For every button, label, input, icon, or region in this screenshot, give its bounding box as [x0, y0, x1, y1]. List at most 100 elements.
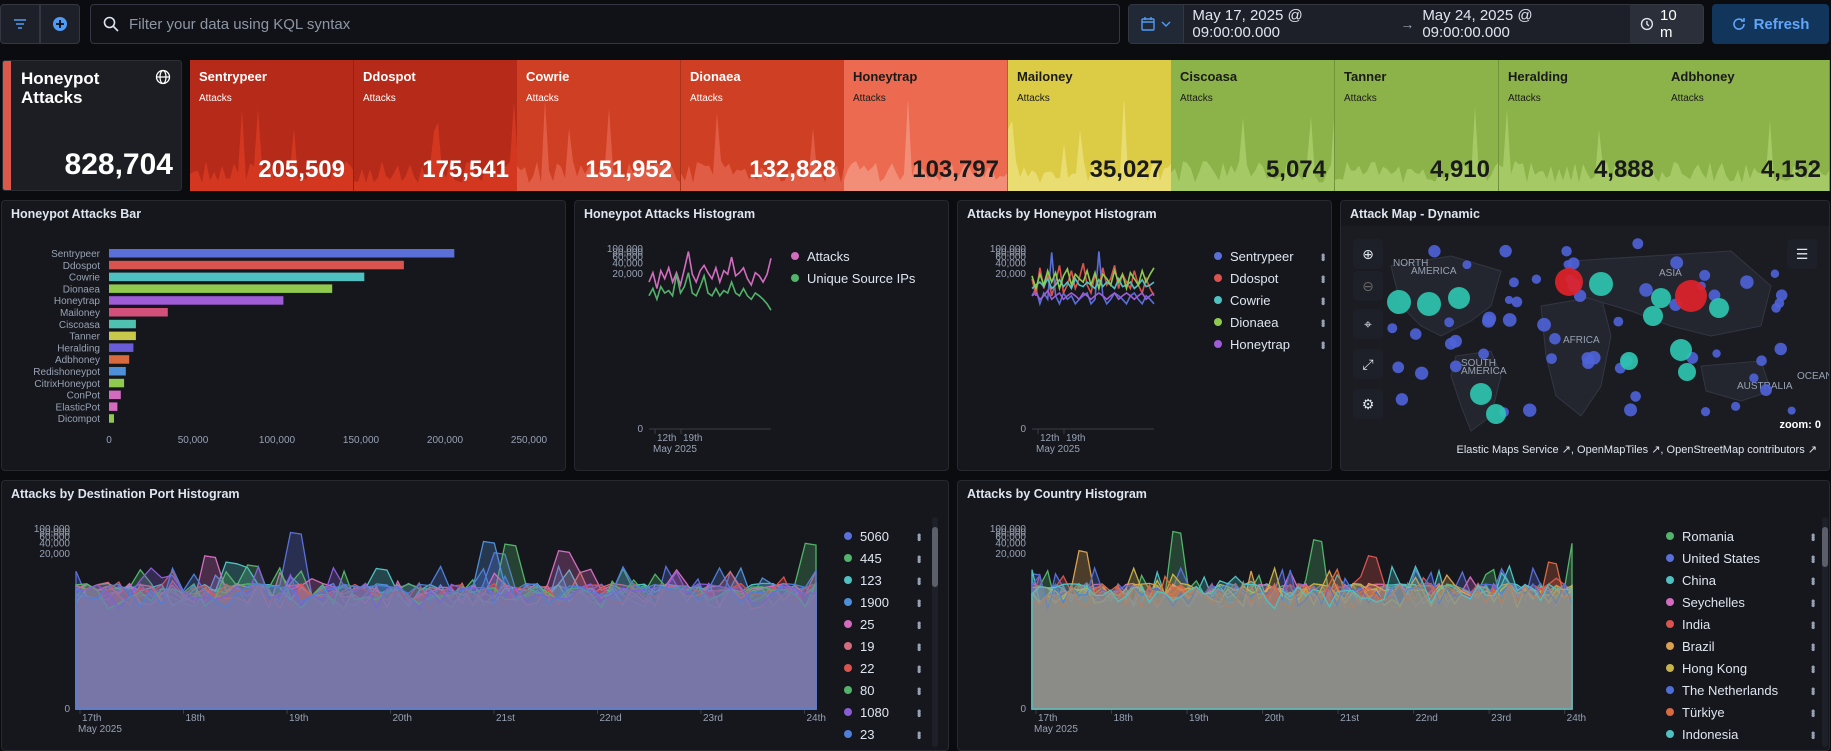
legend-actions-icon[interactable]: ••• — [1806, 532, 1820, 540]
legend-actions-icon[interactable]: ••• — [1806, 620, 1820, 628]
legend-item-1080[interactable]: 1080 ••• — [844, 701, 926, 723]
scrollbar-thumb[interactable] — [1822, 527, 1828, 567]
legend-item-19[interactable]: 19 ••• — [844, 635, 926, 657]
legend-item-romania[interactable]: Romania ••• — [1666, 525, 1820, 547]
metric-tile-mailoney[interactable]: Mailoney Attacks 35,027 — [1008, 60, 1172, 191]
legend-actions-icon[interactable]: ••• — [1316, 318, 1330, 326]
legend-item-sentrypeer[interactable]: Sentrypeer ••• — [1214, 245, 1330, 267]
y-tick-label: 20,000 — [995, 549, 1026, 560]
zoom-out-button[interactable]: ⊖ — [1353, 271, 1383, 301]
legend-actions-icon[interactable]: ••• — [1316, 252, 1330, 260]
metric-tile-sentrypeer[interactable]: Sentrypeer Attacks 205,509 — [190, 60, 354, 191]
legend-actions-icon[interactable]: ••• — [1806, 576, 1820, 584]
draw-tools-button[interactable]: ⚙ — [1353, 389, 1383, 419]
attack-point — [1549, 332, 1561, 345]
add-filter-button[interactable] — [40, 4, 80, 44]
filter-menu-button[interactable] — [0, 4, 40, 44]
legend-actions-icon[interactable]: ••• — [1806, 598, 1820, 606]
legend-item-united-states[interactable]: United States ••• — [1666, 547, 1820, 569]
legend-actions-icon[interactable]: ••• — [912, 598, 926, 606]
legend-swatch — [844, 598, 852, 606]
legend-item-445[interactable]: 445 ••• — [844, 547, 926, 569]
bar-label: Ciscoasa — [59, 320, 101, 331]
legend-item-1900[interactable]: 1900 ••• — [844, 591, 926, 613]
legend-swatch — [1666, 686, 1674, 694]
legend-actions-icon[interactable]: ••• — [912, 576, 926, 584]
legend-item-türkiye[interactable]: Türkiye ••• — [1666, 701, 1820, 723]
legend-label: United States — [1682, 550, 1761, 566]
metric-tile-ciscoasa[interactable]: Ciscoasa Attacks 5,074 — [1171, 60, 1335, 191]
legend-item-unique-source-ips[interactable]: Unique Source IPs — [791, 267, 941, 289]
metric-tile-tanner[interactable]: Tanner Attacks 4,910 — [1335, 60, 1499, 191]
legend-item-cowrie[interactable]: Cowrie ••• — [1214, 289, 1330, 311]
legend-actions-icon[interactable]: ••• — [1806, 642, 1820, 650]
metric-tile-dionaea[interactable]: Dionaea Attacks 132,828 — [681, 60, 845, 191]
refresh-button[interactable]: Refresh — [1712, 4, 1829, 44]
metric-tile-cowrie[interactable]: Cowrie Attacks 151,952 — [517, 60, 681, 191]
legend-actions-icon[interactable]: ••• — [912, 686, 926, 694]
bar-label: Sentrypeer — [51, 249, 101, 260]
series-line-dionaea — [1031, 266, 1155, 292]
search-input[interactable] — [129, 15, 1029, 33]
legend-scrollbar[interactable] — [932, 517, 938, 747]
attack-point — [1462, 260, 1472, 270]
bar-label: CitrixHoneypot — [34, 379, 100, 390]
metric-tile-heralding[interactable]: Heralding Attacks 4,888 — [1499, 60, 1663, 191]
bar — [109, 331, 136, 341]
legend-actions-icon[interactable]: ••• — [1806, 554, 1820, 562]
legend-item-5060[interactable]: 5060 ••• — [844, 525, 926, 547]
legend-item-22[interactable]: 22 ••• — [844, 657, 926, 679]
metric-tile-honeytrap[interactable]: Honeytrap Attacks 103,797 — [844, 60, 1008, 191]
legend-actions-icon[interactable]: ••• — [912, 642, 926, 650]
legend-actions-icon[interactable]: ••• — [1316, 296, 1330, 304]
legend-item-china[interactable]: China ••• — [1666, 569, 1820, 591]
layer-control-button[interactable]: ☰ — [1787, 239, 1817, 269]
locate-button[interactable]: ⌖ — [1353, 309, 1383, 339]
zoom-in-button[interactable]: ⊕ — [1353, 239, 1383, 269]
x-tick-label: 22nd — [599, 713, 621, 724]
legend-actions-icon[interactable]: ••• — [1806, 686, 1820, 694]
legend-item-honeytrap[interactable]: Honeytrap ••• — [1214, 333, 1330, 355]
end-date[interactable]: May 24, 2025 @ 09:00:00.000 — [1422, 7, 1533, 41]
legend-item-80[interactable]: 80 ••• — [844, 679, 926, 701]
legend-actions-icon[interactable]: ••• — [1806, 664, 1820, 672]
legend-item-25[interactable]: 25 ••• — [844, 613, 926, 635]
legend-actions-icon[interactable]: ••• — [1316, 340, 1330, 348]
legend-actions-icon[interactable]: ••• — [1316, 274, 1330, 282]
metric-tile-adbhoney[interactable]: Adbhoney Attacks 4,152 — [1662, 60, 1830, 191]
legend-item-attacks[interactable]: Attacks — [791, 245, 941, 267]
kql-search-bar[interactable] — [90, 4, 1120, 44]
legend-actions-icon[interactable]: ••• — [912, 730, 926, 738]
legend-scrollbar[interactable] — [1822, 517, 1828, 747]
legend-item-india[interactable]: India ••• — [1666, 613, 1820, 635]
legend-item-ddospot[interactable]: Ddospot ••• — [1214, 267, 1330, 289]
crosshair-icon: ⌖ — [1364, 315, 1372, 332]
legend-item-dionaea[interactable]: Dionaea ••• — [1214, 311, 1330, 333]
scrollbar-thumb[interactable] — [932, 527, 938, 587]
legend-item-123[interactable]: 123 ••• — [844, 569, 926, 591]
legend-item-23[interactable]: 23 ••• — [844, 723, 926, 745]
legend-item-seychelles[interactable]: Seychelles ••• — [1666, 591, 1820, 613]
legend-item-indonesia[interactable]: Indonesia ••• — [1666, 723, 1820, 745]
legend-actions-icon[interactable]: ••• — [912, 708, 926, 716]
legend-item-hong-kong[interactable]: Hong Kong ••• — [1666, 657, 1820, 679]
attribution-link[interactable]: OpenMapTiles — [1577, 444, 1649, 456]
legend-actions-icon[interactable]: ••• — [1806, 708, 1820, 716]
attribution-link[interactable]: Elastic Maps Service — [1456, 444, 1559, 456]
fullscreen-button[interactable]: ⤢ — [1353, 349, 1383, 379]
world-map[interactable]: NORTHAMERICASOUTHAMERICAAFRICAASIAAUSTRA… — [1341, 226, 1830, 471]
plus-circle-icon — [53, 17, 67, 31]
chevron-down-icon — [1161, 21, 1171, 27]
legend-actions-icon[interactable]: ••• — [1806, 730, 1820, 738]
legend-actions-icon[interactable]: ••• — [912, 664, 926, 672]
legend-actions-icon[interactable]: ••• — [912, 554, 926, 562]
start-date[interactable]: May 17, 2025 @ 09:00:00.000 — [1192, 7, 1303, 41]
legend-item-brazil[interactable]: Brazil ••• — [1666, 635, 1820, 657]
quick-menu-button[interactable] — [1129, 5, 1185, 43]
legend-item-the-netherlands[interactable]: The Netherlands ••• — [1666, 679, 1820, 701]
legend-actions-icon[interactable]: ••• — [912, 532, 926, 540]
attribution-link[interactable]: OpenStreetMap contributors — [1666, 444, 1805, 456]
legend-actions-icon[interactable]: ••• — [912, 620, 926, 628]
refresh-interval[interactable]: 10 m — [1630, 5, 1703, 43]
metric-tile-ddospot[interactable]: Ddospot Attacks 175,541 — [354, 60, 518, 191]
